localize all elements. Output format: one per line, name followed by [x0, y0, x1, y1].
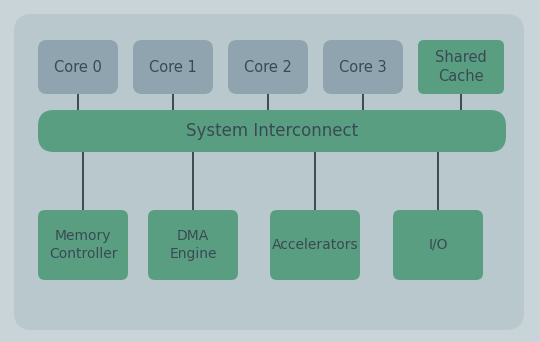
FancyBboxPatch shape: [38, 40, 118, 94]
FancyBboxPatch shape: [14, 14, 524, 330]
FancyBboxPatch shape: [323, 40, 403, 94]
Text: Core 3: Core 3: [339, 60, 387, 75]
Text: Core 2: Core 2: [244, 60, 292, 75]
FancyBboxPatch shape: [228, 40, 308, 94]
FancyBboxPatch shape: [38, 110, 506, 152]
FancyBboxPatch shape: [133, 40, 213, 94]
Text: DMA
Engine: DMA Engine: [169, 229, 217, 261]
FancyBboxPatch shape: [418, 40, 504, 94]
FancyBboxPatch shape: [38, 210, 128, 280]
Text: System Interconnect: System Interconnect: [186, 122, 358, 140]
Text: Shared
Cache: Shared Cache: [435, 50, 487, 84]
FancyBboxPatch shape: [270, 210, 360, 280]
Text: Core 1: Core 1: [149, 60, 197, 75]
Text: Memory
Controller: Memory Controller: [49, 229, 117, 261]
Text: I/O: I/O: [428, 238, 448, 252]
Text: Core 0: Core 0: [54, 60, 102, 75]
Text: Accelerators: Accelerators: [272, 238, 359, 252]
FancyBboxPatch shape: [148, 210, 238, 280]
FancyBboxPatch shape: [393, 210, 483, 280]
